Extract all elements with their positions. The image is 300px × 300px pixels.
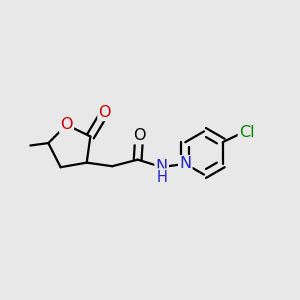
Text: O: O — [133, 128, 146, 143]
Text: Cl: Cl — [239, 125, 254, 140]
Text: N: N — [156, 159, 168, 174]
Text: O: O — [98, 105, 111, 120]
Text: O: O — [60, 117, 73, 132]
Text: N: N — [179, 156, 191, 171]
Text: H: H — [156, 169, 167, 184]
